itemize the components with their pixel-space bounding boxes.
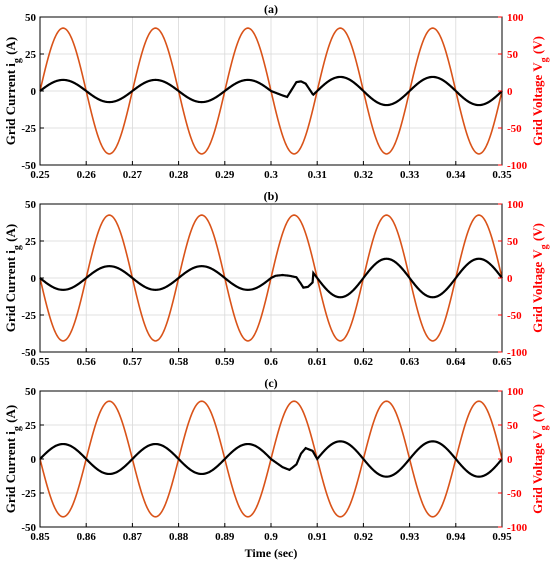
x-tick-label: 0.89 [215, 531, 235, 543]
y-right-axis-label: Grid Voltage Vg (V) [530, 404, 550, 514]
y-right-tick-label: 0 [507, 86, 513, 98]
y-right-tick-label: 100 [507, 386, 524, 398]
x-tick-label: 0.32 [354, 169, 374, 181]
x-tick-label: 0.25 [30, 169, 50, 181]
panel-b: 0.55 0.56 0.57 0.58 0.59 0.6 0.61 0.62 0.63 0.64 0… [3, 189, 550, 368]
y-right-axis-label: Grid Voltage Vg (V) [530, 36, 550, 146]
x-tick-label: 0.65 [492, 356, 512, 368]
y-left-tick-label: -50 [21, 522, 36, 534]
x-tick-label: 0.58 [169, 356, 189, 368]
x-axis-label: Time (sec) [245, 546, 298, 560]
y-right-tick-label: 100 [507, 199, 524, 211]
x-tick-label: 0.62 [354, 356, 374, 368]
y-right-tick-label: -100 [507, 522, 528, 534]
x-tick-label: 0.33 [400, 169, 420, 181]
x-tick-label: 0.3 [264, 169, 278, 181]
x-tick-label: 0.87 [123, 531, 143, 543]
x-tick-label: 0.56 [77, 356, 97, 368]
x-tick-label: 0.64 [446, 356, 466, 368]
y-right-tick-label: -50 [507, 488, 522, 500]
y-left-tick-label: 0 [31, 273, 37, 285]
y-right-axis-label: Grid Voltage Vg (V) [530, 223, 550, 333]
x-tick-label: 0.61 [308, 356, 327, 368]
grid-current-line [39, 257, 503, 299]
y-left-tick-label: -25 [21, 310, 36, 322]
x-tick-label: 0.27 [123, 169, 143, 181]
x-tick-label: 0.6 [264, 356, 278, 368]
y-left-tick-label: 50 [25, 199, 37, 211]
x-tick-label: 0.95 [492, 531, 512, 543]
panel-title: (a) [264, 2, 278, 16]
panel-title: (b) [264, 189, 279, 203]
y-left-tick-label: 50 [25, 12, 37, 24]
y-right-tick-label: 50 [507, 236, 519, 248]
y-right-tick-label: -100 [507, 160, 528, 172]
y-right-tick-label: 50 [507, 420, 519, 432]
y-right-tick-label: 50 [507, 49, 519, 61]
x-tick-label: 0.9 [264, 531, 278, 543]
x-tick-label: 0.59 [215, 356, 235, 368]
x-tick-label: 0.91 [308, 531, 327, 543]
y-left-tick-label: -25 [21, 488, 36, 500]
x-tick-label: 0.28 [169, 169, 189, 181]
x-tick-label: 0.94 [446, 531, 466, 543]
x-tick-label: 0.31 [308, 169, 327, 181]
y-left-tick-label: 25 [25, 420, 37, 432]
x-tick-label: 0.55 [30, 356, 50, 368]
x-tick-label: 0.26 [77, 169, 97, 181]
y-right-tick-label: -100 [507, 347, 528, 359]
grid-current-line [39, 440, 503, 478]
y-right-tick-label: 0 [507, 454, 513, 466]
y-left-tick-label: -25 [21, 123, 36, 135]
y-left-tick-label: 0 [31, 454, 37, 466]
y-left-tick-label: -50 [21, 160, 36, 172]
y-left-axis-label: Grid Current ig (A) [3, 224, 23, 332]
x-tick-label: 0.57 [123, 356, 143, 368]
y-left-tick-label: -50 [21, 347, 36, 359]
y-right-tick-label: -50 [507, 123, 522, 135]
panel-a: 0.25 0.26 0.27 0.28 0.29 0.3 0.31 0.32 0.33 0.34 0… [3, 2, 550, 181]
x-tick-label: 0.86 [77, 531, 97, 543]
y-left-tick-label: 50 [25, 386, 37, 398]
x-tick-label: 0.34 [446, 169, 466, 181]
x-tick-label: 0.35 [492, 169, 512, 181]
y-left-tick-label: 0 [31, 86, 37, 98]
x-tick-label: 0.63 [400, 356, 420, 368]
panel-title: (c) [264, 376, 277, 390]
x-tick-label: 0.29 [215, 169, 235, 181]
y-left-axis-label: Grid Current ig (A) [3, 37, 23, 145]
y-right-tick-label: 100 [507, 12, 524, 24]
y-left-tick-label: 25 [25, 49, 37, 61]
y-left-axis-label: Grid Current ig (A) [3, 405, 23, 513]
y-right-tick-label: -50 [507, 310, 522, 322]
x-tick-label: 0.85 [30, 531, 50, 543]
panel-c: 0.85 0.86 0.87 0.88 0.89 0.9 0.91 0.92 0.93 0.94 0… [3, 376, 550, 560]
x-tick-label: 0.92 [354, 531, 374, 543]
grid-current-line [39, 75, 503, 107]
y-left-tick-label: 25 [25, 236, 37, 248]
x-tick-label: 0.93 [400, 531, 420, 543]
y-right-tick-label: 0 [507, 273, 513, 285]
x-tick-label: 0.88 [169, 531, 189, 543]
